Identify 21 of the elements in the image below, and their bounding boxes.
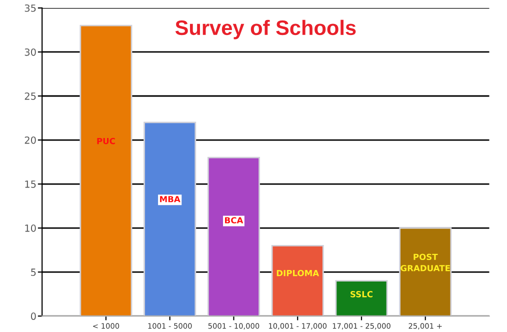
y-tick-label: 30 — [24, 48, 36, 56]
bar — [399, 227, 452, 316]
bar — [80, 24, 132, 316]
bar — [271, 244, 324, 316]
bar — [335, 280, 388, 316]
annotation: POST GRADUATE — [400, 254, 450, 272]
annotation: DIPLOMA — [276, 270, 320, 276]
y-tick-label: 0 — [30, 312, 36, 320]
annotation: MBA — [160, 196, 180, 202]
annotation: BCA — [225, 217, 244, 224]
annotation: SSLC — [350, 291, 372, 298]
bar — [144, 122, 196, 316]
annotation: PUC — [97, 138, 115, 144]
y-tick-label: 20 — [24, 136, 36, 144]
text: Survey of Schools — [175, 20, 356, 40]
bar — [207, 156, 260, 316]
y-tick-label: 5 — [31, 268, 36, 276]
y-tick-label: 25 — [24, 92, 36, 100]
y-tick-label: 35 — [24, 4, 36, 12]
y-tick-label: 10 — [25, 224, 36, 232]
y-tick-label: 15 — [25, 180, 36, 188]
